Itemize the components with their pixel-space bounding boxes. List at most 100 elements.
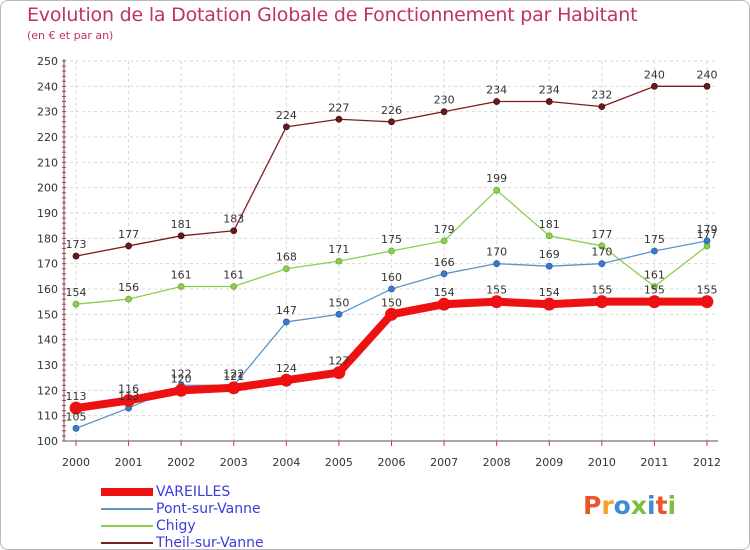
x-tick-label: 2006 (378, 456, 406, 469)
data-point-vareilles (595, 295, 609, 309)
legend-item-theil-sur-vanne: Theil-sur-Vanne (101, 535, 341, 550)
data-label-vareilles: 154 (434, 286, 455, 299)
data-label-pont-sur-vanne: 150 (328, 296, 349, 309)
legend-label: Theil-sur-Vanne (156, 535, 264, 550)
data-point-chigy (598, 242, 606, 250)
data-point-pont-sur-vanne (545, 262, 553, 270)
data-label-chigy: 168 (276, 251, 297, 264)
data-label-vareilles: 127 (328, 355, 349, 368)
y-tick-label: 250 (37, 55, 58, 68)
proxiti-logo: Proxiti (583, 491, 676, 520)
legend-item-chigy: Chigy (101, 518, 341, 535)
data-point-theil-sur-vanne (598, 103, 606, 110)
data-point-theil-sur-vanne (651, 82, 658, 90)
chart-subtitle: (en € et par an) (27, 29, 114, 42)
data-label-theil-sur-vanne: 226 (381, 104, 402, 117)
x-tick-label: 2012 (693, 456, 721, 469)
data-label-theil-sur-vanne: 240 (697, 68, 718, 81)
data-point-chigy (125, 295, 132, 303)
data-point-chigy (493, 186, 501, 194)
data-label-chigy: 179 (434, 223, 455, 236)
legend-swatch (101, 542, 153, 544)
y-tick-label: 230 (37, 106, 58, 119)
y-tick-label: 160 (37, 283, 58, 296)
x-tick-label: 2003 (220, 456, 248, 469)
x-tick-label: 2011 (640, 456, 668, 469)
data-point-vareilles (69, 401, 83, 415)
data-label-pont-sur-vanne: 113 (118, 390, 139, 403)
data-label-chigy: 171 (328, 243, 349, 256)
logo-letter: i (647, 491, 656, 520)
data-point-vareilles (700, 295, 714, 309)
data-point-pont-sur-vanne (703, 237, 711, 245)
y-tick-label: 220 (37, 131, 58, 144)
data-label-vareilles: 155 (644, 284, 665, 297)
data-point-theil-sur-vanne (177, 232, 185, 240)
data-point-chigy (440, 237, 448, 245)
data-point-pont-sur-vanne (598, 260, 606, 268)
x-tick-label: 2007 (430, 456, 458, 469)
y-tick-label: 120 (37, 384, 58, 397)
data-point-chigy (651, 283, 658, 290)
logo-letter: o (613, 491, 631, 520)
x-tick-label: 2005 (325, 456, 353, 469)
data-label-vareilles: 155 (486, 284, 507, 297)
data-point-chigy (545, 232, 553, 240)
data-point-pont-sur-vanne (282, 318, 290, 326)
data-label-theil-sur-vanne: 232 (591, 89, 612, 102)
data-point-theil-sur-vanne (125, 242, 132, 250)
data-point-theil-sur-vanne (282, 123, 290, 131)
chart-title: Evolution de la Dotation Globale de Fonc… (27, 4, 638, 26)
data-point-vareilles (332, 366, 346, 380)
data-label-pont-sur-vanne: 122 (223, 367, 244, 380)
legend-swatch (101, 488, 153, 496)
data-label-vareilles: 155 (697, 284, 718, 297)
data-label-pont-sur-vanne: 166 (434, 256, 455, 269)
y-tick-label: 140 (37, 334, 58, 347)
data-point-pont-sur-vanne (335, 310, 343, 318)
data-point-chigy (335, 257, 343, 265)
data-label-chigy: 175 (381, 233, 402, 246)
data-label-vareilles: 124 (276, 362, 297, 375)
data-label-chigy: 161 (171, 268, 192, 281)
logo-letter: t (655, 491, 668, 520)
x-tick-label: 2000 (62, 456, 90, 469)
data-label-vareilles: 150 (381, 296, 402, 309)
logo-letter: x (630, 491, 647, 520)
data-label-theil-sur-vanne: 183 (223, 213, 244, 226)
data-point-theil-sur-vanne (335, 115, 343, 123)
data-label-pont-sur-vanne: 122 (171, 367, 192, 380)
data-point-vareilles (490, 295, 504, 309)
data-point-pont-sur-vanne (493, 260, 501, 268)
data-label-chigy: 161 (223, 268, 244, 281)
y-tick-label: 170 (37, 258, 58, 271)
x-tick-label: 2010 (588, 456, 616, 469)
y-tick-label: 130 (37, 359, 58, 372)
data-point-chigy (388, 247, 395, 255)
y-tick-label: 180 (37, 232, 58, 245)
data-label-pont-sur-vanne: 175 (644, 233, 665, 246)
legend-label: VAREILLES (156, 484, 231, 500)
data-point-pont-sur-vanne (388, 285, 395, 293)
data-label-pont-sur-vanne: 179 (697, 223, 718, 236)
data-label-pont-sur-vanne: 105 (66, 410, 87, 423)
data-point-vareilles (648, 295, 661, 309)
legend-swatch (101, 508, 153, 510)
x-tick-label: 2009 (535, 456, 563, 469)
data-point-vareilles (279, 373, 293, 387)
data-label-chigy: 177 (591, 228, 612, 241)
data-label-theil-sur-vanne: 230 (434, 94, 455, 107)
x-tick-label: 2002 (167, 456, 195, 469)
data-point-vareilles (385, 307, 398, 321)
data-label-vareilles: 113 (66, 390, 87, 403)
data-label-theil-sur-vanne: 181 (171, 218, 192, 231)
legend-label: Chigy (156, 518, 196, 534)
data-point-chigy (72, 300, 80, 308)
data-label-pont-sur-vanne: 160 (381, 271, 402, 284)
data-label-theil-sur-vanne: 173 (66, 238, 87, 251)
data-point-pont-sur-vanne (440, 270, 448, 278)
data-label-chigy: 161 (644, 268, 665, 281)
legend-swatch (101, 525, 153, 527)
data-point-vareilles (174, 383, 188, 397)
y-tick-label: 210 (37, 156, 58, 169)
